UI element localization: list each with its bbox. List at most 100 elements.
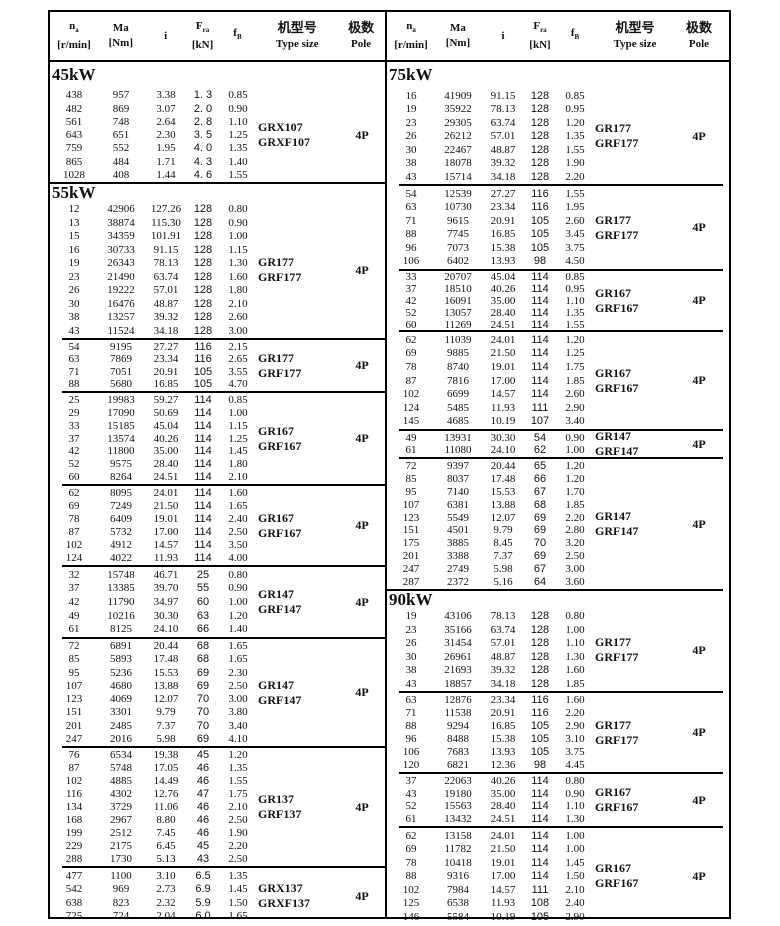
service-factor-cell: 1.15 <box>228 419 248 432</box>
ratio-cell: 14.49 <box>153 775 179 787</box>
service-factor-cell: 3.50 <box>228 539 248 551</box>
type-size-cell: GR177 GRF177 <box>258 340 338 391</box>
table-row: 638 823 2.32 5.9 1.50 <box>50 897 258 909</box>
torque-cell: 12539 <box>444 187 472 200</box>
speed-cell: 71 <box>405 707 417 719</box>
service-factor-cell: 0.85 <box>565 89 585 102</box>
torque-cell: 9885 <box>447 347 469 360</box>
ratio-cell: 19.01 <box>490 856 516 869</box>
ratio-cell: 21.50 <box>153 500 179 512</box>
table-row: 87 5732 17.00 114 2.50 <box>50 526 258 538</box>
ratio-cell: 10.19 <box>490 415 516 428</box>
torque-cell: 12876 <box>444 694 472 706</box>
radial-load-cell: 116 <box>531 694 549 706</box>
torque-cell: 21490 <box>107 270 135 283</box>
type-size-label: GR167 <box>595 861 631 875</box>
type-size-label: GRF137 <box>258 807 302 821</box>
radial-load-cell: 4. 6 <box>193 168 213 181</box>
type-size-label: GR147 <box>595 509 631 523</box>
header-type-size-line: 机型号 <box>615 21 654 37</box>
ratio-cell: 34.18 <box>490 677 516 690</box>
service-factor-cell: 1.10 <box>565 800 585 813</box>
service-factor-cell: 1.00 <box>228 595 248 608</box>
torque-cell: 7683 <box>447 746 469 758</box>
header-ratio: i <box>144 12 188 60</box>
speed-cell: 78 <box>405 856 417 869</box>
radial-load-cell: 128 <box>530 664 550 677</box>
radial-load-cell: 114 <box>194 432 212 445</box>
ratio-cell: 57.01 <box>490 637 516 650</box>
table-header: na [r/min] Ma [Nm] i Fra [kN] fB 机型号 Type size 极数 P… <box>387 12 731 62</box>
speed-cell: 72 <box>68 640 80 653</box>
table-row: 477 1100 3.10 6.5 1.35 <box>50 870 258 882</box>
torque-cell: 13158 <box>444 829 472 842</box>
service-factor-cell: 1.25 <box>565 347 585 360</box>
speed-cell: 71 <box>405 214 417 227</box>
service-factor-cell: 2.90 <box>565 910 585 923</box>
speed-cell: 87 <box>405 374 417 387</box>
service-factor-cell: 2.40 <box>228 513 248 525</box>
header-pole-text: Pole <box>688 37 710 50</box>
ratio-cell: 40.26 <box>153 432 179 445</box>
torque-cell: 969 <box>112 883 130 896</box>
torque-cell: 2512 <box>110 827 132 839</box>
header-pole-line: Pole <box>351 37 371 52</box>
header-speed: na [r/min] <box>50 12 98 60</box>
torque-cell: 5549 <box>447 511 469 524</box>
torque-cell: 19180 <box>444 787 472 800</box>
ratio-cell: 24.51 <box>153 471 179 484</box>
data-rows: 63 12876 23.34 116 1.60 71 11538 20.91 116 2.20 88… <box>387 693 595 772</box>
speed-cell: 85 <box>405 472 417 485</box>
torque-cell: 13385 <box>107 582 135 595</box>
ratio-cell: 45.04 <box>153 419 179 432</box>
radial-load-cell: 2. 0 <box>193 102 213 115</box>
table-row: 76 6534 19.38 45 1.20 <box>50 749 258 761</box>
radial-load-cell: 60 <box>196 595 210 608</box>
radial-load-cell: 4. 0 <box>193 142 213 155</box>
torque-cell: 748 <box>112 115 130 128</box>
radial-load-cell: 2. 8 <box>193 115 213 128</box>
radial-load-cell: 128 <box>530 170 550 183</box>
speed-cell: 201 <box>402 550 420 563</box>
type-size-cell: GR147 GRF147 <box>595 459 675 589</box>
radial-load-cell: 6.9 <box>195 883 211 896</box>
radial-load-cell: 105 <box>530 910 550 923</box>
ratio-cell: 13.93 <box>490 255 516 268</box>
header-speed-line: [r/min] <box>57 38 91 53</box>
radial-load-cell: 69 <box>533 511 547 524</box>
speed-cell: 85 <box>68 653 80 666</box>
table-row: 78 10418 19.01 114 1.45 <box>387 857 595 869</box>
radial-load-cell: 114 <box>531 388 549 401</box>
ratio-cell: 23.34 <box>490 694 516 706</box>
table-row: 151 4501 9.79 69 2.80 <box>387 524 595 536</box>
radial-load-cell: 68 <box>196 653 210 666</box>
torque-cell: 7984 <box>447 883 469 896</box>
service-factor-cell: 2.10 <box>228 297 248 310</box>
service-factor-cell: 1.60 <box>228 487 248 499</box>
torque-cell: 2749 <box>447 563 469 576</box>
type-size-label: GR167 <box>258 510 294 525</box>
ratio-cell: 28.40 <box>153 458 179 471</box>
torque-cell: 15748 <box>107 568 135 581</box>
torque-cell: 8264 <box>110 471 132 484</box>
ratio-cell: 11.93 <box>490 897 516 909</box>
service-factor-cell: 1.00 <box>565 444 585 457</box>
radial-load-cell: 69 <box>533 550 547 563</box>
radial-load-cell: 45 <box>196 749 210 761</box>
service-factor-cell: 3.10 <box>565 733 585 745</box>
type-size-label: GR177 <box>258 350 294 365</box>
speed-cell: 725 <box>65 910 83 923</box>
torque-cell: 4885 <box>110 775 132 787</box>
service-factor-cell: 3.00 <box>228 693 248 706</box>
speed-cell: 38 <box>405 664 417 677</box>
model-group: 62 11039 24.01 114 1.20 69 9885 21.50 114 1.25 78 8… <box>399 330 723 429</box>
service-factor-cell: 3.75 <box>565 241 585 254</box>
ratio-cell: 48.87 <box>490 143 516 156</box>
header-pole-text: Pole <box>350 37 372 50</box>
torque-cell: 9316 <box>447 870 469 882</box>
speed-cell: 201 <box>65 719 83 732</box>
type-size-cell: GR147 GRF147 <box>258 567 338 637</box>
speed-cell: 759 <box>65 142 83 155</box>
data-rows: 76 6534 19.38 45 1.20 87 5748 17.05 46 1.35 102 488… <box>50 748 258 866</box>
ratio-cell: 27.27 <box>490 187 516 200</box>
